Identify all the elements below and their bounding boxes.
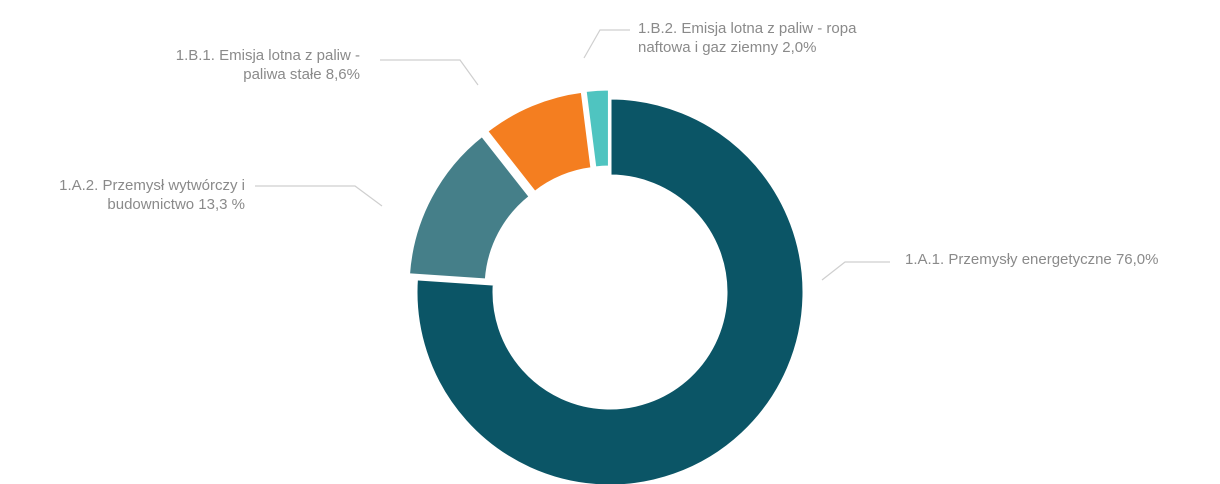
leader-line: [255, 185, 383, 207]
value-label: 2,0%: [782, 39, 817, 56]
value-label: 8,6%: [325, 66, 360, 83]
category-label: 1.A.2. Przemysł wytwórczy i budownictwo: [59, 177, 245, 213]
slice: [583, 87, 611, 170]
slice-label: 1.A.1. Przemysły energetyczne 76,0%: [905, 250, 1158, 269]
value-label: 13,3 %: [198, 196, 245, 213]
slice-label: 1.A.2. Przemysł wytwórczy i budownictwo …: [55, 176, 245, 214]
leader-line: [583, 29, 630, 59]
value-label: 76,0%: [1115, 251, 1159, 268]
slice-label: 1.B.2. Emisja lotna z paliw - ropa nafto…: [638, 19, 900, 57]
slice: [414, 96, 806, 484]
slice-label: 1.B.1. Emisja lotna z paliw - paliwa sta…: [138, 46, 360, 84]
slice: [484, 89, 594, 195]
category-label: 1.A.1. Przemysły energetyczne: [905, 251, 1112, 268]
category-label: 1.B.1. Emisja lotna z paliw - paliwa sta…: [175, 47, 360, 83]
slice: [406, 133, 533, 282]
leader-line: [821, 261, 890, 281]
category-label: 1.B.2. Emisja lotna z paliw - ropa nafto…: [638, 20, 857, 56]
leader-line: [380, 59, 479, 86]
